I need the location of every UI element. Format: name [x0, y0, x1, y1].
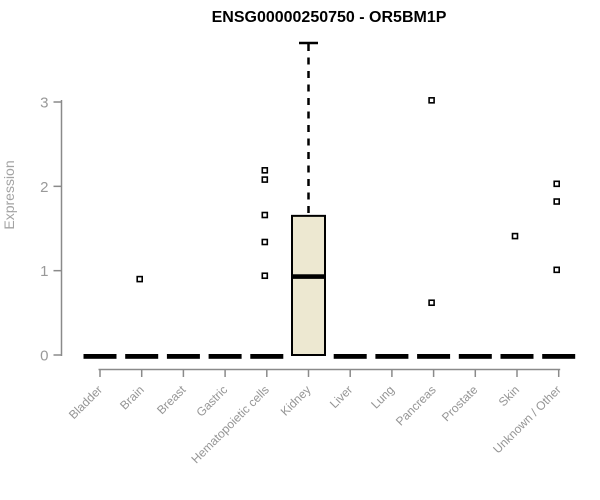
outlier-point — [428, 299, 435, 307]
x-axis-tick-label: Skin — [496, 383, 522, 409]
x-axis-tick-label: Prostate — [439, 383, 481, 425]
zero-bar — [333, 354, 367, 359]
zero-bar — [417, 354, 451, 359]
outlier-point — [511, 232, 519, 240]
y-axis-tick-label: 2 — [40, 179, 48, 196]
y-axis-label: Expression — [1, 160, 17, 229]
x-axis-tick-label: Kidney — [278, 383, 314, 419]
zero-bar — [458, 354, 492, 359]
zero-bar — [500, 354, 534, 359]
outlier-point — [136, 275, 143, 283]
outlier-point — [261, 211, 269, 219]
zero-bar — [166, 354, 200, 359]
x-axis-tick-label: Liver — [327, 383, 355, 411]
outlier-point — [261, 238, 269, 246]
x-axis-tick-label: Bladder — [66, 383, 105, 422]
x-axis-tick-label: Breast — [154, 382, 189, 417]
outlier-point — [261, 176, 269, 183]
x-axis-tick-label: Lung — [368, 383, 397, 412]
x-axis-tick-label: Pancreas — [393, 383, 439, 429]
outlier-point — [553, 180, 561, 188]
zero-bar — [208, 354, 242, 359]
chart-title: ENSG00000250750 - OR5BM1P — [212, 9, 447, 26]
zero-bar — [83, 354, 117, 359]
y-axis-tick-label: 1 — [40, 263, 48, 280]
outlier-point — [553, 198, 561, 205]
x-axis-tick-label: Brain — [117, 383, 147, 413]
zero-bar — [542, 354, 576, 359]
y-axis-tick-label: 0 — [40, 348, 48, 365]
outlier-point — [261, 272, 269, 280]
zero-bar — [125, 354, 159, 359]
x-axis-tick-label: Hematopoietic cells — [188, 383, 271, 466]
y-axis-tick-label: 3 — [40, 95, 48, 112]
x-axis-tick-label: Gastric — [193, 383, 230, 420]
outlier-point — [428, 97, 435, 104]
zero-bar — [375, 354, 409, 359]
outlier-point — [261, 167, 269, 174]
median-line — [292, 274, 325, 279]
outlier-point — [553, 266, 561, 274]
zero-bar — [250, 354, 284, 359]
box-series-group — [83, 41, 576, 359]
box-rect — [291, 214, 326, 356]
